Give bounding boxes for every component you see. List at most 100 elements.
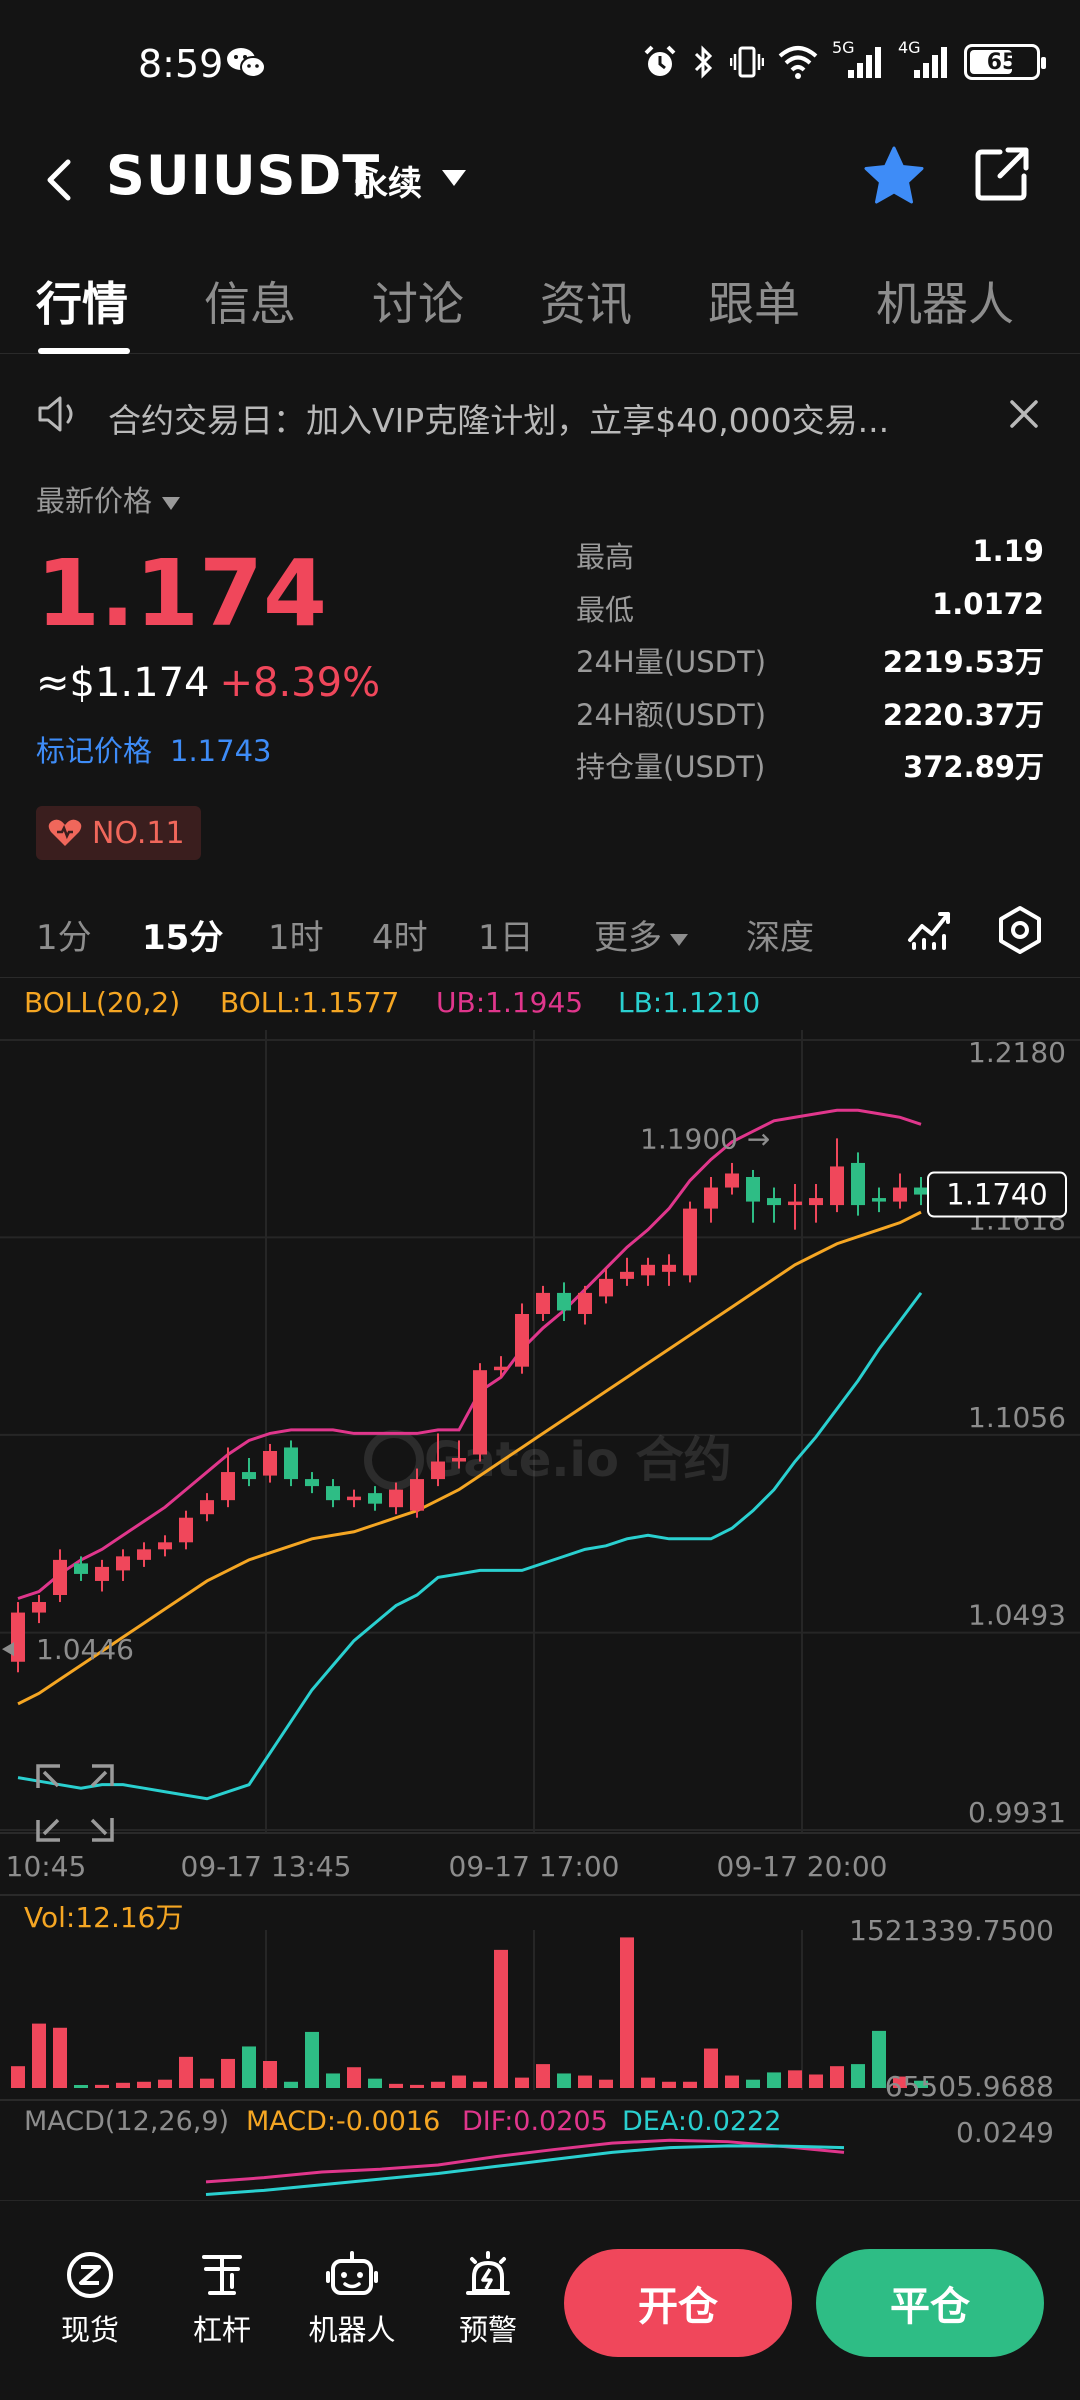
candle bbox=[725, 1162, 739, 1195]
tab-news[interactable]: 资讯 bbox=[540, 277, 632, 331]
candle bbox=[242, 1458, 256, 1487]
stat-value: 2219.53万 bbox=[882, 645, 1044, 679]
tab-info[interactable]: 信息 bbox=[204, 277, 296, 331]
boll-middle-band bbox=[17, 1210, 922, 1706]
candle-body bbox=[893, 1187, 907, 1202]
close-position-button[interactable]: 平仓 bbox=[816, 2249, 1044, 2357]
depth-tab[interactable]: 深度 bbox=[746, 918, 814, 958]
tab-copy-trading[interactable]: 跟单 bbox=[708, 277, 800, 331]
volume-bar bbox=[704, 2048, 718, 2088]
last-price-selector[interactable]: 最新价格 bbox=[36, 478, 181, 520]
rank-badge[interactable]: NO.11 bbox=[36, 806, 201, 860]
boll-ub-value: UB:1.1945 bbox=[436, 986, 584, 1019]
chevron-down-icon[interactable] bbox=[440, 168, 468, 190]
volume-bar bbox=[452, 2075, 466, 2088]
candle-body bbox=[746, 1176, 760, 1202]
battery-level: 65 bbox=[986, 49, 1018, 75]
macd-indicator-name[interactable]: MACD(12,26,9) bbox=[24, 2106, 229, 2137]
volume-bar bbox=[788, 2070, 802, 2088]
wechat-icon bbox=[227, 48, 266, 78]
candle bbox=[368, 1486, 382, 1511]
volume-bar bbox=[158, 2079, 172, 2088]
candle-body bbox=[158, 1542, 172, 1550]
volume-bar bbox=[515, 2077, 529, 2088]
candle-body bbox=[242, 1472, 256, 1480]
favorite-star-icon[interactable] bbox=[862, 144, 926, 208]
candle bbox=[11, 1602, 25, 1673]
mark-price-line[interactable]: 标记价格 1.1743 bbox=[36, 728, 272, 770]
tab-active-indicator bbox=[38, 348, 130, 354]
candle bbox=[872, 1187, 886, 1213]
bollinger-bands bbox=[17, 1108, 923, 1801]
candle-body bbox=[410, 1479, 424, 1511]
stat-label: 持仓量(USDT) bbox=[576, 750, 766, 784]
contract-type[interactable]: 永续 bbox=[354, 164, 422, 204]
candle bbox=[536, 1285, 550, 1322]
candle bbox=[53, 1549, 67, 1603]
fullscreen-icon[interactable] bbox=[36, 1764, 114, 1842]
volume-bar bbox=[662, 2081, 676, 2088]
candle bbox=[137, 1542, 151, 1567]
candle-body bbox=[11, 1612, 25, 1662]
mark-price-label: 标记价格 bbox=[36, 734, 153, 768]
volume-bar bbox=[851, 2064, 865, 2088]
candle bbox=[851, 1152, 865, 1216]
candle bbox=[914, 1176, 928, 1206]
price-chart[interactable]: Gate.io 合约 1.21801.16181.10561.04930.993… bbox=[0, 1020, 1080, 2200]
timeframe-1m[interactable]: 1分 bbox=[36, 918, 92, 958]
candle bbox=[893, 1173, 907, 1209]
volume-bar bbox=[494, 1949, 508, 2088]
candle bbox=[704, 1176, 718, 1223]
low-price-marker: 1.0446 bbox=[36, 1633, 134, 1666]
volume-bar bbox=[536, 2064, 550, 2088]
candle-body bbox=[32, 1602, 46, 1613]
volume-bar bbox=[557, 2073, 571, 2088]
candle bbox=[389, 1482, 403, 1515]
back-arrow-icon[interactable] bbox=[30, 150, 90, 210]
volume-bar bbox=[95, 2084, 109, 2088]
nav-margin[interactable]: 杠杆 bbox=[174, 2249, 270, 2349]
nav-margin-label: 杠杆 bbox=[192, 2313, 251, 2347]
announcement-text[interactable]: 合约交易日：加入VIP克隆计划，立享$40,000交易... bbox=[108, 401, 890, 440]
open-position-button[interactable]: 开仓 bbox=[564, 2249, 792, 2357]
candle-body bbox=[914, 1187, 928, 1195]
candle-body bbox=[221, 1472, 235, 1501]
pair-title[interactable]: SUIUSDT bbox=[106, 144, 381, 207]
header: SUIUSDT 永续 bbox=[0, 130, 1080, 240]
signal-4g-icon: 4G bbox=[898, 38, 950, 80]
candle-body bbox=[851, 1162, 865, 1206]
stat-24h-amount: 24H额(USDT) 2220.37万 bbox=[576, 686, 1044, 739]
tab-bots[interactable]: 机器人 bbox=[876, 277, 1014, 331]
volume-bar bbox=[830, 2066, 844, 2088]
timeframe-1d[interactable]: 1日 bbox=[478, 918, 534, 958]
announcement-bar[interactable]: 合约交易日：加入VIP克隆计划，立享$40,000交易... bbox=[0, 370, 1080, 460]
settings-hexagon-icon[interactable] bbox=[994, 904, 1046, 956]
nav-spot[interactable]: 现货 bbox=[42, 2249, 138, 2349]
stat-24h-volume: 24H量(USDT) 2219.53万 bbox=[576, 633, 1044, 686]
tab-market[interactable]: 行情 bbox=[36, 277, 128, 331]
status-time: 8:59 bbox=[138, 42, 224, 86]
candle-body bbox=[662, 1264, 676, 1272]
candle-body bbox=[578, 1292, 592, 1314]
nav-spot-label: 现货 bbox=[60, 2313, 119, 2347]
close-icon[interactable] bbox=[1008, 398, 1040, 430]
indicator-icon[interactable] bbox=[904, 904, 956, 956]
timeframe-more[interactable]: 更多 bbox=[594, 910, 688, 959]
candle-body bbox=[431, 1461, 445, 1480]
timeframe-15m[interactable]: 15分 bbox=[142, 918, 224, 958]
margin-icon bbox=[202, 2255, 242, 2295]
timeframe-4h[interactable]: 4时 bbox=[372, 918, 428, 958]
volume-bar bbox=[473, 2081, 487, 2088]
tab-discussion[interactable]: 讨论 bbox=[372, 277, 464, 331]
dea-value: DEA:0.0222 bbox=[622, 2106, 781, 2137]
timeframe-1h[interactable]: 1时 bbox=[268, 918, 324, 958]
battery-icon: 65 bbox=[964, 44, 1046, 80]
share-icon[interactable] bbox=[972, 144, 1032, 204]
candle bbox=[179, 1510, 193, 1550]
boll-indicator-name[interactable]: BOLL(20,2) bbox=[24, 986, 181, 1019]
nav-alert[interactable]: 预警 bbox=[440, 2249, 536, 2349]
volume-bar bbox=[137, 2081, 151, 2088]
nav-robot[interactable]: 机器人 bbox=[304, 2249, 400, 2349]
candle-body bbox=[788, 1201, 802, 1206]
volume-bar bbox=[431, 2081, 445, 2088]
